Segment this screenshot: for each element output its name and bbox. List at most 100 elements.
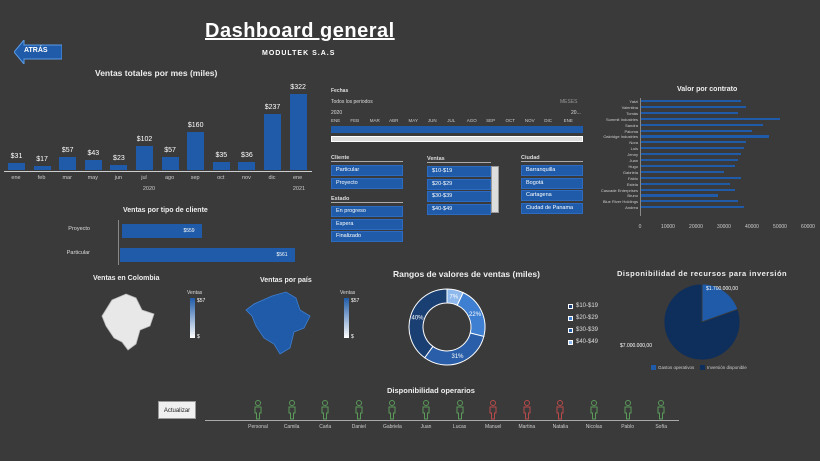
contract-name: Gabriela: [622, 169, 638, 175]
slicer-item-cliente[interactable]: Particular: [331, 165, 403, 176]
contract-name: Valentina: [621, 104, 638, 110]
client-type-name: Particular: [66, 250, 90, 256]
slicer-item-estado[interactable]: Espera: [331, 218, 403, 230]
slicer-item-estado[interactable]: En progreso: [331, 206, 403, 217]
month-bar-label: $57: [61, 146, 74, 154]
month-axis: [4, 171, 312, 172]
donut-slice-label: 22%: [469, 312, 482, 318]
contract-tick: 10000: [661, 224, 675, 230]
donut-chart: 7% 22% 31% 40%: [408, 288, 486, 366]
slicer-item-ventas[interactable]: $10-$19: [427, 166, 491, 177]
month-tick: sep: [190, 175, 200, 181]
timeline-slicer[interactable]: ENE FEB MAR ABR MAY JUN JUL AGO SEP OCT NOV DIC ENE: [331, 118, 583, 144]
month-bar: [8, 162, 25, 170]
slicer-title-ciudad: Ciudad: [521, 155, 583, 162]
slicer-item-ciudad[interactable]: Barranquilla: [521, 165, 583, 176]
ventas-scrollbar[interactable]: [491, 166, 499, 213]
timeline-month: JUN: [427, 118, 437, 123]
timeline-unit[interactable]: MESES: [560, 99, 578, 105]
contract-name: Andrea: [625, 205, 638, 211]
contract-name: Yatzi: [629, 99, 638, 104]
back-button-label[interactable]: ATRÁS: [24, 47, 48, 54]
operario-name: Manuel: [484, 424, 502, 430]
donut-legend-label: $30-$39: [576, 327, 599, 333]
month-bar: [110, 164, 128, 170]
operario-person-icon: [489, 400, 497, 420]
contract-tick: 60000: [801, 224, 815, 230]
timeline-month: NOV: [524, 118, 535, 123]
contract-bar: [640, 194, 719, 197]
slicer-item-ventas[interactable]: $30-$39: [427, 191, 491, 202]
operario-name: Carla: [319, 424, 332, 430]
contract-tick: 0: [638, 224, 642, 230]
contract-name: Estela: [626, 181, 638, 187]
contract-name: Bruno: [627, 193, 638, 199]
update-button[interactable]: Actualizar: [158, 401, 196, 419]
timeline-title: Fechas: [331, 88, 349, 94]
timeline-month: DIC: [544, 118, 552, 123]
colombia-legend-title: Ventas: [187, 290, 203, 296]
contract-bar: [640, 182, 730, 185]
operario-name: Lucas: [452, 424, 467, 430]
slicer-item-ciudad[interactable]: Ciudad de Panama: [521, 202, 583, 214]
contract-bar: [640, 200, 738, 203]
donut-legend-swatch: [568, 328, 573, 333]
month-bar-label: $237: [264, 104, 281, 112]
contract-bar: [640, 100, 741, 103]
donut-legend-label: $10-$19: [576, 303, 599, 309]
donut-slice: [408, 288, 448, 359]
month-bar-label: $36: [241, 151, 253, 159]
pie-title: Disponibilidad de recursos para inversió…: [617, 269, 788, 278]
slicer-item-ciudad[interactable]: Cartagena: [521, 190, 583, 201]
pie-label-small: $1.700.000,00: [706, 286, 738, 292]
investment-pie-chart: [663, 283, 741, 361]
pie-legend-1: Inversión disponible: [707, 365, 747, 370]
slicer-item-ventas[interactable]: $20-$29: [427, 178, 491, 190]
month-tick: ene: [11, 175, 21, 181]
slicer-item-cliente[interactable]: Proyecto: [331, 177, 403, 189]
donut-legend-swatch: [568, 340, 573, 345]
country-legend-title: Ventas: [340, 290, 356, 296]
contract-tick: 20000: [689, 224, 703, 230]
client-type-bar: [120, 248, 295, 262]
slicer-item-ciudad[interactable]: Bogotá: [521, 177, 583, 189]
contract-name: Jenny: [627, 152, 638, 158]
pie-legend-swatch: [651, 365, 656, 370]
contract-name: Fabio: [627, 175, 638, 181]
colombia-map-title: Ventas en Colombia: [93, 275, 160, 282]
contract-name: Nora: [629, 140, 638, 146]
month-tick: jul: [141, 175, 147, 181]
donut-slice-label: 7%: [449, 295, 458, 301]
timeline-month: OCT: [505, 118, 515, 123]
timeline-range-bar[interactable]: [331, 126, 583, 133]
contract-name: Luis: [630, 146, 638, 152]
operario-person-icon: [523, 400, 531, 420]
month-bar: [187, 132, 205, 170]
donut-slice-label: 31%: [451, 354, 464, 360]
slicer-item-ventas[interactable]: $40-$49: [427, 203, 491, 215]
client-type-value: $561: [276, 252, 288, 258]
month-tick: ago: [165, 175, 175, 181]
country-legend-max: $57: [351, 298, 360, 304]
timeline-month: MAY: [408, 118, 418, 123]
slicer-item-estado[interactable]: Finalizado: [331, 231, 403, 242]
timeline-month: FEB: [350, 118, 360, 123]
slicer-title-ventas: Ventas: [427, 156, 491, 163]
contract-bar: [640, 206, 744, 209]
back-button[interactable]: [14, 40, 62, 64]
pie-legend-swatch-2: [700, 365, 705, 370]
timeline-month: SEP: [486, 118, 496, 123]
month-bar-label: $102: [136, 136, 153, 143]
month-bar-label: $57: [164, 146, 176, 154]
contract-name: Cascade Enterprises: [600, 187, 638, 193]
contract-bar: [640, 176, 741, 179]
timeline-scrollbar[interactable]: [331, 136, 583, 142]
operario-person-icon: [388, 400, 396, 420]
month-bar: [289, 94, 307, 170]
timeline-month: MAR: [369, 118, 380, 123]
contract-bar: [640, 159, 738, 162]
client-type-chart: Proyecto $559 Particular $561: [60, 220, 310, 265]
contract-bar: [640, 164, 736, 168]
month-tick: dic: [268, 175, 276, 181]
month-tick: oct: [217, 175, 225, 181]
